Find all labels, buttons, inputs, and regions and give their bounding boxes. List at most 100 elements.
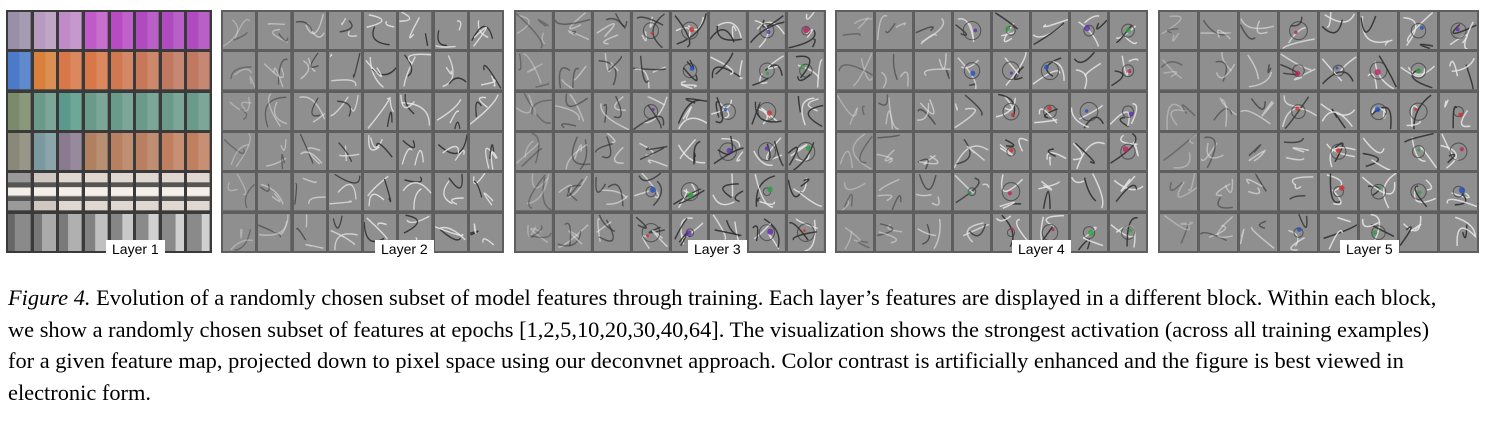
feature-tile: [1110, 52, 1146, 90]
layer-4-panel: [835, 10, 1148, 253]
feature-tile: [593, 132, 630, 171]
feature-tile: [223, 173, 256, 211]
feature-tile: [59, 173, 82, 211]
feature-tile: [8, 173, 31, 211]
feature-tile: [954, 52, 990, 90]
feature-tile: [1240, 173, 1277, 211]
figure-caption: Figure 4. Evolution of a randomly chosen…: [8, 282, 1458, 408]
feature-tile: [1200, 92, 1237, 130]
feature-tile: [516, 132, 552, 171]
feature-tile: [1071, 213, 1107, 251]
feature-tile: [1280, 52, 1317, 90]
feature-tile: [993, 92, 1029, 130]
feature-tile: [1160, 52, 1197, 90]
feature-tile: [1032, 132, 1068, 171]
feature-tile: [632, 213, 669, 251]
feature-tile: [1032, 173, 1068, 211]
figure-caption-label: Figure 4.: [8, 285, 91, 310]
feature-tile: [469, 213, 502, 251]
feature-tile: [293, 92, 326, 130]
feature-tile: [710, 92, 747, 130]
feature-tile: [1200, 213, 1237, 251]
feature-tile: [434, 52, 467, 90]
feature-tile: [710, 173, 747, 211]
feature-tile: [837, 12, 873, 50]
feature-tile: [434, 92, 467, 130]
feature-tile: [1032, 52, 1068, 90]
feature-tile: [84, 12, 108, 50]
feature-tile: [1440, 132, 1477, 171]
feature-tile: [1320, 173, 1357, 211]
feature-tile: [59, 12, 82, 50]
feature-tile: [1440, 213, 1477, 251]
feature-tile: [110, 92, 134, 130]
feature-tile: [632, 132, 669, 171]
feature-tile: [788, 213, 824, 251]
feature-tile: [33, 12, 57, 50]
feature-tile: [516, 52, 552, 90]
feature-tile: [8, 132, 31, 171]
feature-tile: [1360, 12, 1397, 50]
feature-tile: [671, 52, 708, 90]
layer-5-label: Layer 5: [1340, 240, 1399, 258]
feature-tile: [788, 12, 824, 50]
feature-tile: [554, 92, 591, 130]
feature-tile: [223, 132, 256, 171]
feature-tile: [8, 213, 31, 251]
feature-tile: [915, 12, 951, 50]
feature-tile: [1440, 12, 1477, 50]
feature-tile: [915, 52, 951, 90]
feature-tile: [1320, 92, 1357, 130]
feature-tile: [876, 92, 912, 130]
feature-tile: [749, 213, 786, 251]
feature-tile: [328, 213, 361, 251]
feature-tile: [632, 52, 669, 90]
feature-tile: [671, 173, 708, 211]
feature-tile: [749, 12, 786, 50]
feature-tile: [33, 52, 57, 90]
feature-tile: [1240, 52, 1277, 90]
figure-4-strip: Layer 1 Layer 2 Layer 3 Layer 4 Layer 5: [6, 10, 1479, 258]
layer-1-panel: [6, 10, 212, 253]
feature-tile: [1071, 92, 1107, 130]
feature-tile: [293, 12, 326, 50]
feature-tile: [993, 173, 1029, 211]
feature-tile: [161, 213, 185, 251]
feature-tile: [110, 12, 134, 50]
feature-tile: [161, 173, 185, 211]
feature-tile: [1280, 132, 1317, 171]
feature-tile: [671, 12, 708, 50]
feature-tile: [1110, 92, 1146, 130]
feature-tile: [469, 52, 502, 90]
feature-tile: [223, 213, 256, 251]
feature-tile: [993, 52, 1029, 90]
feature-tile: [516, 12, 552, 50]
feature-tile: [1071, 173, 1107, 211]
feature-tile: [399, 132, 432, 171]
feature-tile: [554, 52, 591, 90]
feature-tile: [328, 12, 361, 50]
feature-tile: [1160, 213, 1197, 251]
feature-tile: [593, 52, 630, 90]
feature-tile: [399, 52, 432, 90]
feature-tile: [749, 92, 786, 130]
feature-tile: [837, 132, 873, 171]
feature-tile: [1400, 92, 1437, 130]
feature-tile: [399, 92, 432, 130]
feature-tile: [258, 132, 291, 171]
feature-tile: [161, 52, 185, 90]
feature-tile: [1200, 132, 1237, 171]
feature-tile: [710, 132, 747, 171]
feature-tile: [434, 173, 467, 211]
feature-tile: [876, 12, 912, 50]
feature-tile: [1110, 12, 1146, 50]
feature-tile: [915, 213, 951, 251]
feature-tile: [554, 132, 591, 171]
feature-tile: [110, 132, 134, 171]
feature-tile: [593, 12, 630, 50]
feature-tile: [1240, 92, 1277, 130]
feature-tile: [876, 132, 912, 171]
feature-tile: [1032, 92, 1068, 130]
feature-tile: [187, 173, 210, 211]
feature-tile: [876, 213, 912, 251]
